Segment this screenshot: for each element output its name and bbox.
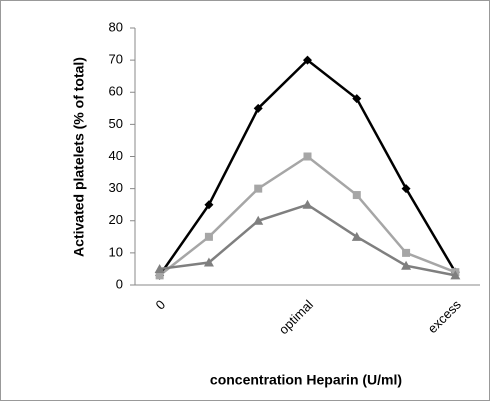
data-point <box>352 191 361 200</box>
y-tick-label: 50 <box>109 116 123 131</box>
y-tick-label: 40 <box>109 148 123 163</box>
y-axis-label: Activated platelets (% of total) <box>71 57 87 257</box>
data-point <box>254 184 263 193</box>
data-point <box>204 232 213 241</box>
data-point <box>203 257 214 267</box>
data-point <box>401 260 412 270</box>
data-point <box>253 215 264 225</box>
data-point <box>402 248 411 257</box>
y-tick-label: 60 <box>109 84 123 99</box>
x-axis-label: concentration Heparin (U/ml) <box>210 372 402 388</box>
data-point <box>351 231 362 241</box>
y-tick-label: 20 <box>109 212 123 227</box>
data-point <box>302 199 313 209</box>
y-tick-label: 30 <box>109 180 123 195</box>
data-point <box>155 271 164 280</box>
y-tick-label: 80 <box>109 19 123 34</box>
data-point <box>303 55 312 65</box>
data-point <box>352 94 362 104</box>
data-point <box>450 270 461 280</box>
data-point <box>154 263 165 273</box>
data-point <box>303 152 312 161</box>
data-point <box>204 200 214 210</box>
y-tick-label: 10 <box>109 244 123 259</box>
y-tick-label: 0 <box>116 276 123 291</box>
data-point <box>401 184 411 194</box>
y-tick-label: 70 <box>109 52 123 67</box>
data-point <box>253 103 263 113</box>
